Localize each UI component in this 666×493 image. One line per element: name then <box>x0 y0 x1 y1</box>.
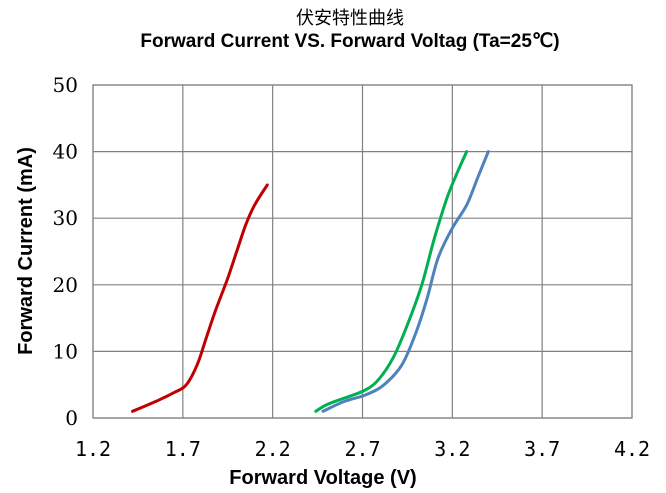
x-tick-label: 3.7 <box>524 437 560 461</box>
y-tick-label: 40 <box>53 140 78 164</box>
x-tick-label: 3.2 <box>434 437 470 461</box>
y-tick-label: 20 <box>53 273 78 297</box>
x-tick-label: 1.2 <box>75 437 111 461</box>
x-tick-label: 2.7 <box>344 437 380 461</box>
chart-title: 伏安特性曲线 <box>296 8 404 29</box>
x-axis-label: Forward Voltage (V) <box>229 467 416 489</box>
x-tick-label: 4.2 <box>614 437 650 461</box>
series-line-3 <box>321 150 490 413</box>
x-tick-label: 2.2 <box>255 437 291 461</box>
y-tick-label: 50 <box>53 73 78 97</box>
series-line-2 <box>314 150 469 413</box>
chart-subtitle: Forward Current VS. Forward Voltag (Ta=2… <box>140 31 560 52</box>
y-tick-label: 30 <box>53 206 78 230</box>
y-tick-label: 0 <box>65 406 78 430</box>
y-axis-label: Forward Current (mA) <box>15 147 37 355</box>
series-line-1 <box>131 183 269 413</box>
plot-border <box>92 84 633 419</box>
y-tick-label: 10 <box>53 339 78 363</box>
x-tick-label: 1.7 <box>165 437 201 461</box>
